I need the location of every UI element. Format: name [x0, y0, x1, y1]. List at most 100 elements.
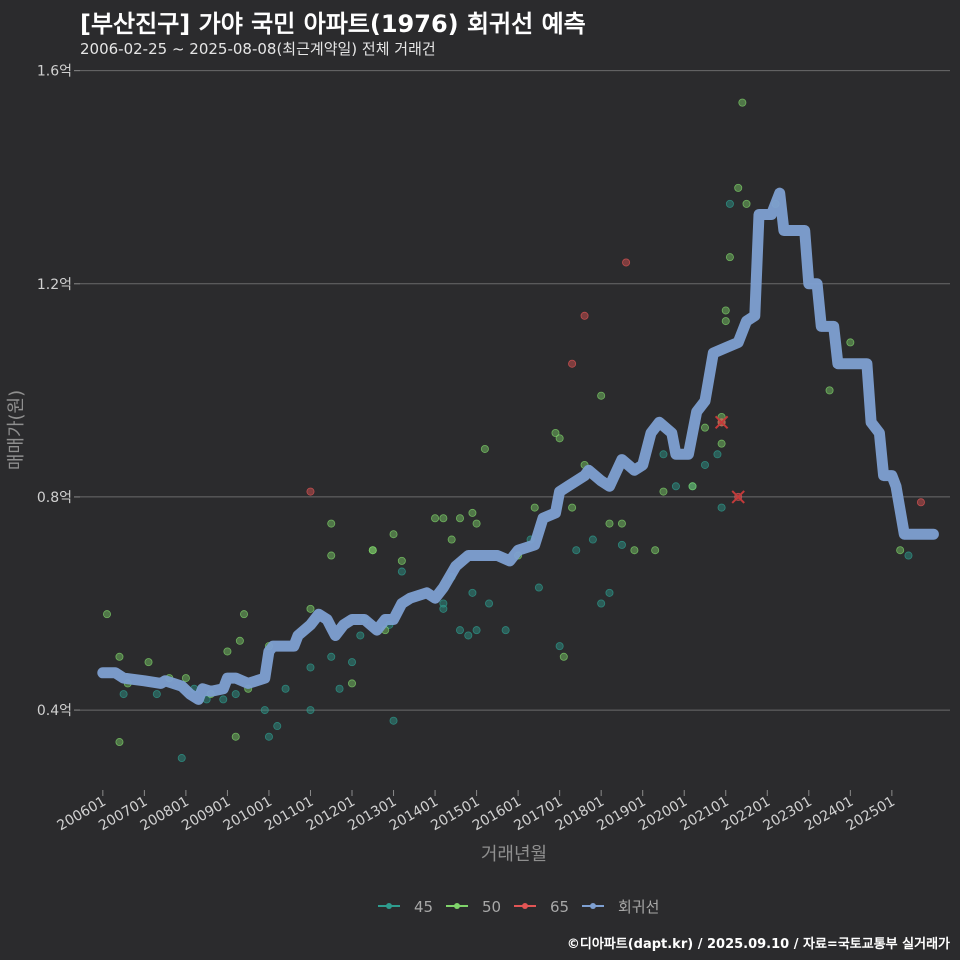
regression-line — [97, 187, 939, 705]
source-caption: ©디아파트(dapt.kr) / 2025.09.10 / 자료=국토교통부 실… — [566, 937, 950, 952]
point-50 — [431, 514, 440, 523]
point-50 — [617, 519, 626, 528]
scatter-points — [102, 98, 925, 763]
point-45 — [588, 535, 597, 544]
point-45 — [605, 588, 614, 597]
point-45 — [659, 450, 668, 459]
point-50 — [551, 428, 560, 437]
point-65 — [568, 359, 577, 368]
point-50 — [846, 338, 855, 347]
legend-item: 회귀선 — [582, 898, 659, 916]
point-50 — [240, 610, 249, 619]
point-45 — [264, 732, 273, 741]
point-45 — [534, 583, 543, 592]
point-50 — [700, 423, 709, 432]
point-50 — [717, 439, 726, 448]
point-45 — [273, 722, 282, 731]
point-45 — [904, 551, 913, 560]
point-50 — [306, 604, 315, 613]
legend-label: 50 — [482, 898, 501, 916]
point-50 — [348, 679, 357, 688]
point-45 — [455, 626, 464, 635]
point-50 — [115, 738, 124, 747]
point-45 — [617, 540, 626, 549]
point-50 — [181, 674, 190, 683]
point-45 — [119, 690, 128, 699]
point-50 — [231, 732, 240, 741]
point-45 — [572, 546, 581, 555]
point-50 — [568, 503, 577, 512]
point-45 — [356, 631, 365, 640]
legend-dot — [590, 903, 596, 909]
point-45 — [219, 695, 228, 704]
legend-dot — [454, 903, 460, 909]
cross-marker — [714, 415, 729, 430]
legend-label: 65 — [550, 898, 569, 916]
point-45 — [439, 599, 448, 608]
point-50 — [688, 482, 697, 491]
point-50 — [447, 535, 456, 544]
legend-dot — [386, 903, 392, 909]
point-50 — [597, 391, 606, 400]
legend-item: 50 — [446, 898, 501, 916]
point-45 — [713, 450, 722, 459]
point-50 — [738, 98, 747, 107]
cross-marker — [731, 490, 745, 504]
point-50 — [651, 546, 660, 555]
point-50 — [115, 652, 124, 661]
point-45 — [725, 199, 734, 208]
point-45 — [177, 754, 186, 763]
point-50 — [659, 487, 668, 496]
grid-lines — [80, 70, 950, 711]
point-65 — [916, 498, 925, 507]
point-50 — [439, 514, 448, 523]
point-50 — [144, 658, 153, 667]
point-45 — [700, 460, 709, 469]
point-50 — [559, 652, 568, 661]
point-50 — [327, 519, 336, 528]
point-50 — [327, 551, 336, 560]
chart-subtitle: 2006-02-25 ~ 2025-08-08(최근계약일) 전체 거래건 — [80, 40, 436, 58]
point-45 — [260, 706, 269, 715]
y-tick-label: 1.6억 — [37, 64, 72, 80]
point-65 — [580, 311, 589, 320]
point-50 — [472, 519, 481, 528]
point-45 — [501, 626, 510, 635]
point-50 — [397, 556, 406, 565]
point-45 — [306, 663, 315, 672]
y-tick-label: 0.4억 — [37, 703, 72, 719]
point-45 — [152, 690, 161, 699]
cross-markers — [714, 415, 745, 504]
legend-item: 65 — [514, 898, 569, 916]
legend: 45 50 65 회귀선 — [378, 898, 659, 916]
point-50 — [725, 253, 734, 262]
legend-label: 회귀선 — [618, 898, 659, 916]
point-45 — [671, 482, 680, 491]
point-45 — [555, 642, 564, 651]
point-45 — [348, 658, 357, 667]
point-50 — [721, 306, 730, 315]
point-45 — [335, 684, 344, 693]
y-axis-ticks: 0.4억 0.8억 1.2억 1.6억 — [37, 64, 80, 719]
point-45 — [485, 599, 494, 608]
point-50 — [530, 503, 539, 512]
point-50 — [223, 647, 232, 656]
point-50 — [896, 546, 905, 555]
legend-item: 45 — [378, 898, 433, 916]
point-50 — [630, 546, 639, 555]
y-tick-label: 0.8억 — [37, 490, 72, 506]
point-50 — [455, 514, 464, 523]
point-45 — [717, 503, 726, 512]
point-45 — [281, 684, 290, 693]
point-50 — [555, 434, 564, 443]
point-50 — [721, 317, 730, 326]
point-50 — [605, 519, 614, 528]
legend-label: 45 — [414, 898, 433, 916]
point-45 — [389, 716, 398, 725]
point-65 — [306, 487, 315, 496]
point-45 — [397, 567, 406, 576]
point-45 — [306, 706, 315, 715]
x-axis-title: 거래년월 — [481, 844, 547, 865]
point-45 — [327, 652, 336, 661]
